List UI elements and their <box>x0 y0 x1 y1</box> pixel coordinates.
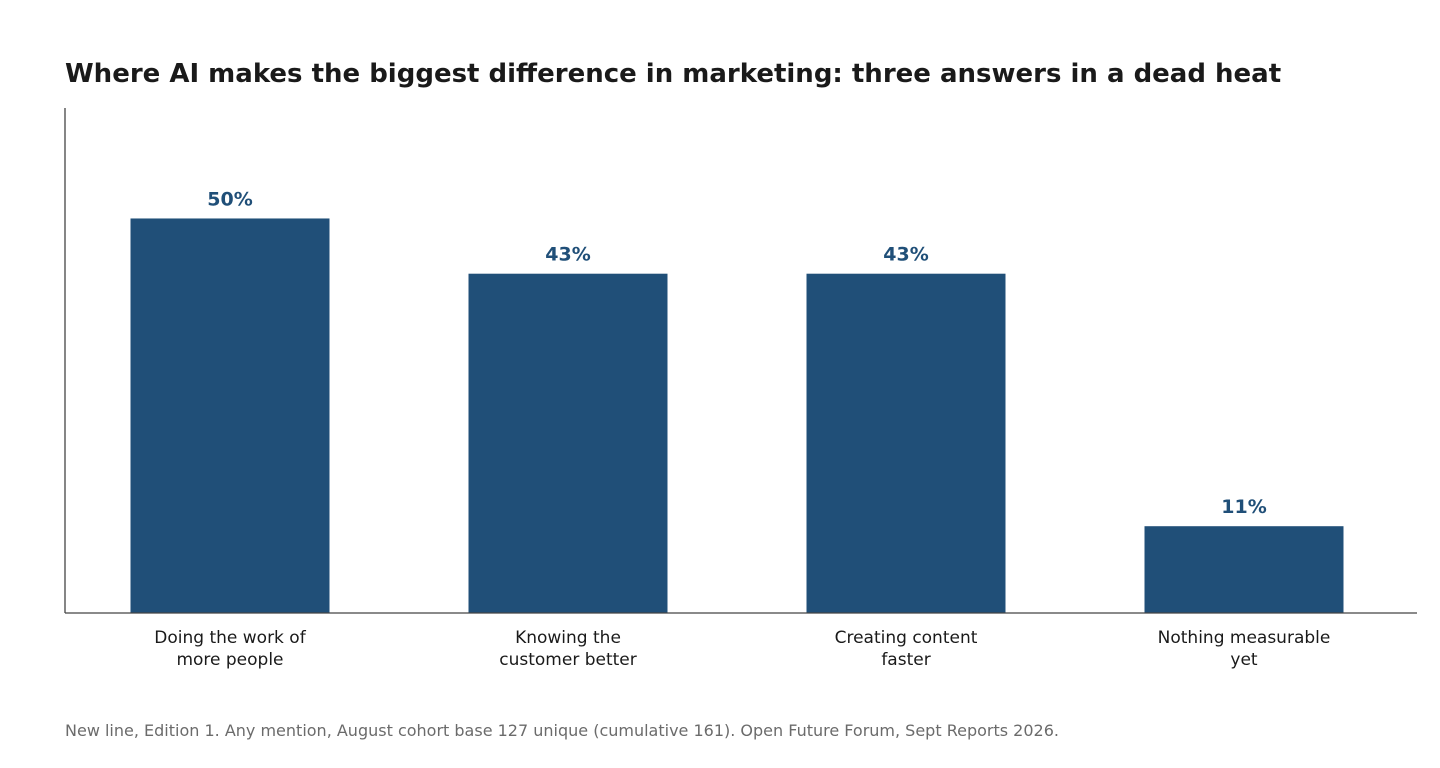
x-tick-label-4: Nothing measurable yet <box>1158 628 1331 670</box>
bar-2 <box>468 273 668 613</box>
x-tick-label-2: Knowing the customer better <box>499 628 637 670</box>
bars-layer <box>130 218 1344 613</box>
bar-value-label-4: 11% <box>1221 496 1266 518</box>
chart-title: Where AI makes the biggest difference in… <box>65 59 1282 89</box>
bar-4 <box>1144 526 1344 613</box>
value-labels-layer: 50% 43% 43% 11% <box>207 188 1266 518</box>
bar-value-label-2: 43% <box>545 244 590 266</box>
x-tick-label-3: Creating content faster <box>835 628 978 670</box>
x-tick-label-1: Doing the work of more people <box>154 628 306 670</box>
bar-value-label-3: 43% <box>883 244 928 266</box>
bar-value-label-1: 50% <box>207 188 252 210</box>
bar-3 <box>806 273 1006 613</box>
x-tick-labels-layer: Doing the work of more people Knowing the c… <box>154 628 1330 670</box>
bar-1 <box>130 218 330 613</box>
source-footnote: New line, Edition 1. Any mention, August… <box>65 721 1059 740</box>
